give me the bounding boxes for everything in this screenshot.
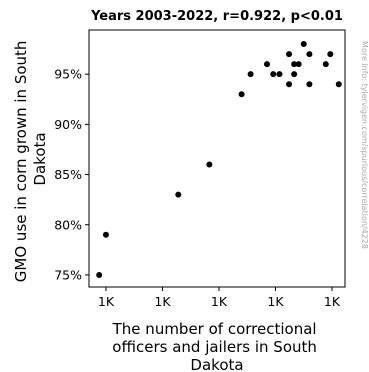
x-tick-label: 1K [211, 294, 228, 309]
data-point [322, 61, 329, 68]
y-tick-label: 85% [54, 167, 82, 182]
x-axis: 1K 1K 1K 1K 1K [98, 287, 341, 309]
data-point [286, 81, 293, 88]
y-tick-label: 75% [54, 267, 82, 282]
y-tick-label: 90% [54, 117, 82, 132]
x-tick-label: 1K [267, 294, 284, 309]
y-tick-label: 80% [54, 217, 82, 232]
y-tick-label: 95% [54, 67, 82, 82]
x-axis-label-line-3: Dakota [190, 356, 243, 372]
x-axis-label-line-1: The number of correctional [112, 320, 317, 338]
data-point [300, 41, 307, 48]
data-point [276, 71, 283, 78]
data-point [327, 51, 334, 58]
data-point [291, 71, 298, 78]
data-point [238, 91, 245, 98]
data-point [295, 61, 302, 68]
data-points [96, 41, 342, 278]
data-point [270, 71, 277, 78]
y-axis-label: GMO use in corn grown in South Dakota [12, 36, 49, 282]
y-axis-label-line-1: GMO use in corn grown in South [12, 41, 30, 283]
plot-area [88, 29, 346, 288]
y-axis-label-line-2: Dakota [31, 132, 49, 185]
data-point [306, 81, 313, 88]
data-point [335, 81, 342, 88]
x-tick-label: 1K [98, 294, 115, 309]
data-point [96, 271, 103, 278]
chart-title: Years 2003-2022, r=0.922, p<0.01 [90, 9, 343, 24]
data-point [102, 231, 109, 238]
data-point [306, 51, 313, 58]
y-axis: 75% 80% 85% 90% 95% [54, 67, 89, 282]
data-point [286, 51, 293, 58]
data-point [291, 61, 298, 68]
data-point [206, 161, 213, 168]
data-point [247, 71, 254, 78]
watermark: More info: tylervigen.com/spurious/corre… [360, 41, 369, 249]
x-tick-label: 1K [154, 294, 171, 309]
x-axis-label: The number of correctional officers and … [112, 320, 322, 372]
x-tick-label: 1K [324, 294, 341, 309]
data-point [175, 191, 182, 198]
x-axis-label-line-2: officers and jailers in South [112, 338, 317, 356]
data-point [264, 61, 271, 68]
